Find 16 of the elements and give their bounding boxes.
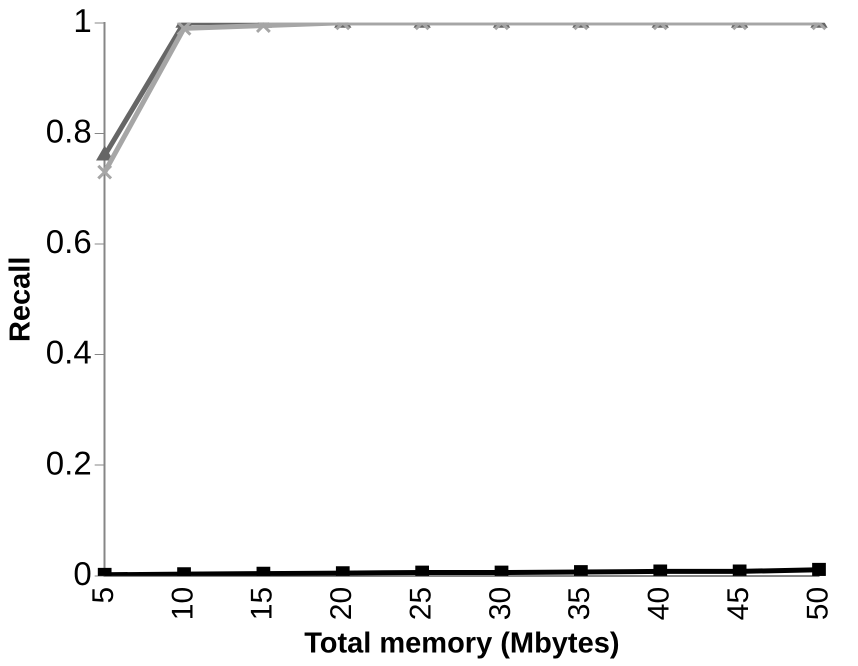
x-tick-label: 35 <box>563 586 596 620</box>
x-axis-title: Total memory (Mbytes) <box>304 628 620 660</box>
y-tick-label: 1 <box>73 2 92 39</box>
x-tick-label: 30 <box>484 586 517 620</box>
y-tick-label: 0.6 <box>46 223 92 260</box>
y-axis-title: Recall <box>4 256 36 342</box>
x-tick-label: 15 <box>246 586 279 620</box>
x-tick-label: 20 <box>325 586 358 620</box>
x-tick-label: 40 <box>642 586 676 620</box>
x-tick-label: 10 <box>166 586 200 620</box>
y-tick-label: 0.2 <box>46 444 92 482</box>
x-tick-label: 50 <box>801 586 834 620</box>
y-tick-label: 0.8 <box>46 112 92 150</box>
y-tick-label: 0.4 <box>46 334 92 371</box>
x-tick-label: 25 <box>404 586 438 620</box>
x-tick-label: 45 <box>722 586 755 620</box>
